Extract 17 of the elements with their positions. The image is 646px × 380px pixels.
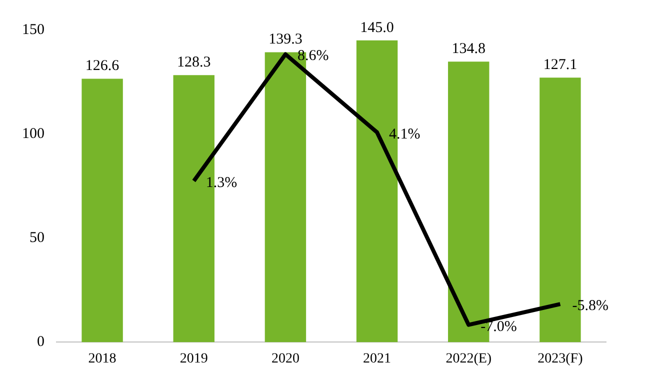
y-tick-label: 100 (22, 126, 44, 142)
data-label: 126.6 (85, 58, 120, 74)
data-label: 127.1 (543, 57, 578, 74)
data-label: 139.3 (268, 32, 302, 48)
bar (82, 78, 123, 342)
x-tick-label: 2021 (363, 351, 392, 366)
x-tick-label: 2019 (180, 351, 208, 366)
data-label: 145.0 (360, 20, 394, 36)
x-tick-label: 2022(E) (446, 351, 492, 366)
x-tick-label: 2020 (271, 351, 300, 366)
x-tick-label: 2023(F) (538, 351, 584, 366)
y-tick-label: 50 (30, 230, 44, 246)
data-label: 128.3 (177, 54, 211, 71)
y-tick-label: 150 (22, 22, 44, 38)
x-tick-label: 2018 (88, 351, 116, 366)
y-tick-label: 0 (37, 334, 44, 350)
data-label: 134.8 (452, 41, 486, 58)
